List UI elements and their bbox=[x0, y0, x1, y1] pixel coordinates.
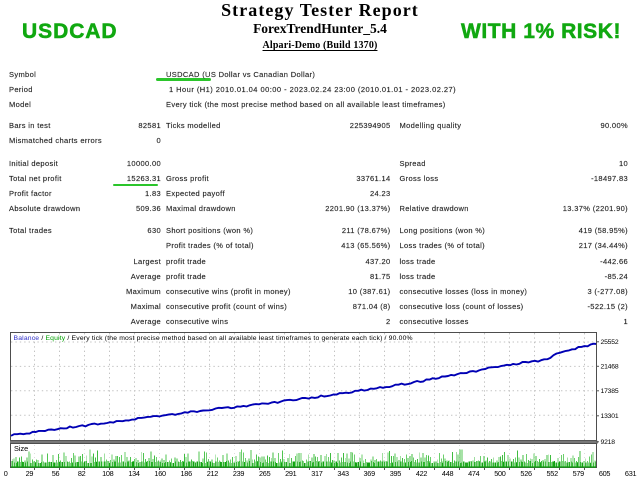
svg-text:82: 82 bbox=[78, 469, 86, 478]
svg-text:526: 526 bbox=[520, 469, 532, 478]
svg-text:317: 317 bbox=[311, 469, 323, 478]
svg-text:21468: 21468 bbox=[601, 364, 619, 371]
svg-text:56: 56 bbox=[52, 469, 60, 478]
svg-text:108: 108 bbox=[102, 469, 114, 478]
svg-text:579: 579 bbox=[573, 469, 585, 478]
svg-text:134: 134 bbox=[128, 469, 140, 478]
svg-text:500: 500 bbox=[494, 469, 506, 478]
svg-text:369: 369 bbox=[364, 469, 376, 478]
svg-text:291: 291 bbox=[285, 469, 297, 478]
svg-text:552: 552 bbox=[547, 469, 559, 478]
svg-text:25552: 25552 bbox=[601, 339, 619, 346]
svg-text:186: 186 bbox=[181, 469, 193, 478]
svg-text:9218: 9218 bbox=[601, 439, 616, 446]
svg-text:631: 631 bbox=[625, 469, 637, 478]
svg-text:29: 29 bbox=[26, 469, 34, 478]
svg-text:212: 212 bbox=[207, 469, 219, 478]
svg-text:448: 448 bbox=[442, 469, 454, 478]
svg-text:422: 422 bbox=[416, 469, 428, 478]
svg-text:Size: Size bbox=[14, 444, 28, 453]
svg-text:0: 0 bbox=[4, 469, 8, 478]
svg-text:395: 395 bbox=[390, 469, 402, 478]
svg-text:239: 239 bbox=[233, 469, 245, 478]
svg-text:343: 343 bbox=[337, 469, 349, 478]
svg-text:160: 160 bbox=[154, 469, 166, 478]
svg-text:13301: 13301 bbox=[601, 413, 619, 420]
svg-text:265: 265 bbox=[259, 469, 271, 478]
svg-text:605: 605 bbox=[599, 469, 611, 478]
svg-text:Balance / Equity / Every tick: Balance / Equity / Every tick (the most … bbox=[14, 335, 413, 342]
svg-text:17385: 17385 bbox=[601, 388, 619, 395]
svg-text:474: 474 bbox=[468, 469, 480, 478]
